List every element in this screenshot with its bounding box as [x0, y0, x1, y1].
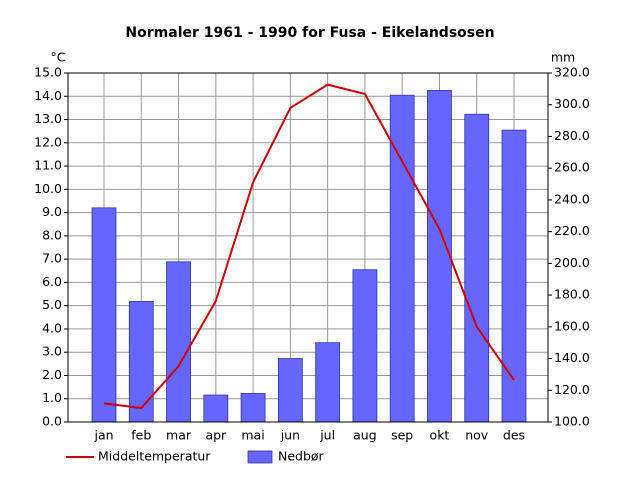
- y-tick-label: 13.0: [34, 111, 62, 126]
- y2-tick-label: 120.0: [554, 382, 590, 397]
- y-tick-label: 10.0: [34, 181, 62, 196]
- y-tick-label: 8.0: [42, 227, 62, 242]
- y2-tick-label: 160.0: [554, 318, 590, 333]
- legend-label: Middeltemperatur: [98, 449, 211, 464]
- y2-tick-label: 300.0: [554, 96, 590, 111]
- x-tick-label: jun: [280, 428, 300, 443]
- bar: [203, 394, 229, 423]
- bar: [91, 207, 117, 423]
- y2-tick-label: 240.0: [554, 191, 590, 206]
- x-tick-label: feb: [131, 428, 151, 443]
- bar: [464, 113, 490, 423]
- y2-tick-label: 140.0: [554, 350, 590, 365]
- bar: [427, 90, 452, 423]
- x-tick-label: apr: [205, 428, 227, 443]
- x-tick-label: mai: [241, 428, 264, 443]
- y-tick-label: 15.0: [34, 65, 62, 80]
- x-tick-label: sep: [391, 428, 413, 443]
- x-tick-label: des: [503, 428, 525, 443]
- x-tick-label: okt: [430, 428, 450, 443]
- bar: [166, 261, 191, 423]
- y-tick-label: 9.0: [42, 204, 62, 219]
- x-tick-label: mar: [166, 428, 192, 443]
- y-tick-label: 2.0: [42, 367, 62, 382]
- legend-swatch: [247, 450, 273, 464]
- bar: [315, 342, 341, 423]
- x-tick-label: nov: [465, 428, 489, 443]
- y2-tick-label: 220.0: [554, 223, 590, 238]
- y-tick-label: 3.0: [42, 344, 62, 359]
- y2-tick-label: 320.0: [554, 65, 590, 80]
- chart-title: Normaler 1961 - 1990 for Fusa - Eikeland…: [125, 25, 494, 41]
- y-tick-label: 7.0: [42, 251, 62, 266]
- y2-tick-label: 200.0: [554, 255, 590, 270]
- y-tick-label: 4.0: [42, 320, 62, 335]
- bar: [128, 301, 154, 423]
- bar: [352, 269, 378, 423]
- x-tick-label: jan: [93, 428, 113, 443]
- bar: [277, 358, 303, 423]
- y-axis-unit: °C: [51, 50, 66, 65]
- bar: [240, 393, 266, 423]
- y-tick-label: 5.0: [42, 297, 62, 312]
- bar: [501, 129, 527, 423]
- y-tick-label: 14.0: [34, 88, 62, 103]
- legend-label: Nedbør: [278, 449, 325, 464]
- y-tick-label: 0.0: [42, 414, 62, 429]
- line: [103, 83, 515, 410]
- y2-axis-unit: mm: [551, 50, 575, 65]
- y2-tick-label: 180.0: [554, 287, 590, 302]
- y-tick-label: 1.0: [42, 390, 62, 405]
- plot-frame: [67, 72, 549, 423]
- y2-tick-label: 100.0: [554, 414, 590, 429]
- x-tick-label: aug: [353, 428, 377, 443]
- y-tick-label: 12.0: [34, 134, 62, 149]
- y-tick-label: 11.0: [34, 158, 62, 173]
- x-tick-label: jul: [319, 428, 335, 443]
- y2-tick-label: 280.0: [554, 128, 590, 143]
- y2-tick-label: 260.0: [554, 160, 590, 175]
- y-tick-label: 6.0: [42, 274, 62, 289]
